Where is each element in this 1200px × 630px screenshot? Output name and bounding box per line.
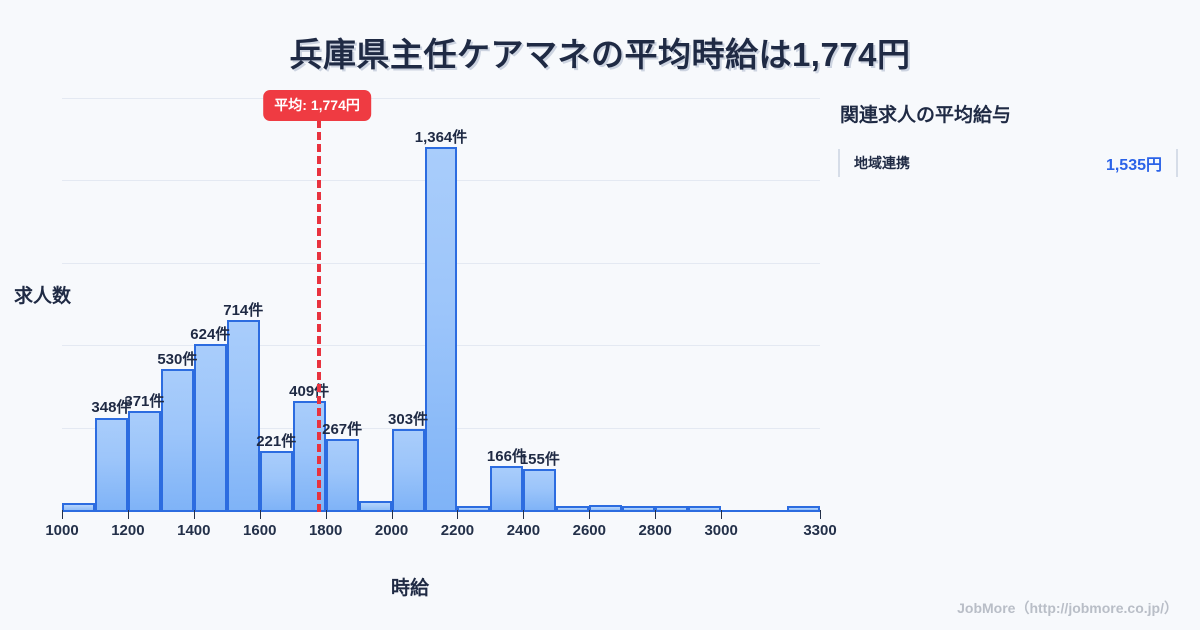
x-axis-tick [325,510,327,519]
bar-value-label: 166件 [486,447,527,465]
x-axis-tick [721,510,723,519]
x-axis-tick [820,510,821,519]
x-axis-tick [127,510,129,519]
x-axis-tick-label: 1000 [45,522,79,539]
x-axis-tick-label: 1400 [177,522,211,539]
histogram-bar [490,465,524,510]
x-axis-tick [62,510,63,519]
bar-value-label: 221件 [256,433,297,451]
bar-value-label: 1,364件 [414,129,468,147]
histogram-bar [193,344,227,510]
x-axis-tick-label: 1600 [243,522,277,539]
histogram-bar [655,506,689,510]
source-attribution: JobMore（http://jobmore.co.jp/） [957,600,1178,616]
histogram-bar [589,504,623,510]
x-axis-baseline [62,510,820,512]
histogram-bar [325,439,359,510]
x-axis-label: 時給 [390,578,429,599]
x-axis-tick [457,510,459,519]
x-axis-tick-label: 3300 [803,522,837,539]
related-salary-row-label: 地域連携 [854,155,910,171]
related-salary-rows: 地域連携 1,535円 [838,149,1178,177]
related-salary-row: 地域連携 1,535円 [838,149,1178,177]
bar-value-label: 409件 [289,383,330,401]
x-axis-tick-label: 2000 [374,522,409,539]
histogram-bar [457,506,491,510]
average-line [317,120,322,512]
x-axis-tick-label: 1800 [308,522,343,539]
bar-value-label: 348件 [91,399,132,417]
histogram-bar [259,451,293,510]
histogram-bar [358,501,392,510]
histogram-bar [62,503,95,510]
bar-value-label: 714件 [223,302,264,320]
page-title: 兵庫県主任ケアマネの平均時給は1,774円 [289,36,911,73]
histogram-bar [622,506,656,510]
x-axis-tick [589,510,591,519]
histogram-chart: 求人数 348件 371件 530件 624件 714件 221件 409件 267件 303件… [0,88,837,599]
x-axis-tick-label: 2600 [572,522,606,539]
related-salary-panel: 関連求人の平均給与 地域連携 1,535円 [838,100,1178,177]
bar-value-label: 624件 [190,326,231,344]
x-axis-tick-label: 1200 [111,522,145,539]
related-salary-row-value: 1,535円 [1105,157,1162,174]
histogram-bar [94,417,128,510]
x-axis-tick-label: 3000 [704,522,738,539]
gridline [62,98,820,99]
histogram-bar [523,468,557,510]
plot-area: 348件 371件 530件 624件 714件 221件 409件 267件 303件 1,36… [45,90,837,539]
histogram-bar [688,506,722,510]
bar-value-label: 303件 [388,411,429,429]
x-axis-tick-label: 2800 [638,522,672,539]
bar-value-label: 371件 [124,393,165,411]
histogram-bar [424,147,458,510]
x-axis-tick [523,510,525,519]
x-axis-tick [193,510,195,519]
bar-value-label: 267件 [322,421,363,439]
histogram-bar [127,411,161,510]
related-salary-heading: 関連求人の平均給与 [840,105,1012,126]
x-axis-tick-label: 2400 [506,522,541,539]
x-axis-tick-label: 2200 [440,522,475,539]
x-axis-tick [655,510,657,519]
histogram-bar [556,506,590,510]
y-axis-label: 求人数 [14,286,72,307]
histogram-bar [226,320,260,510]
histogram-bar [787,506,820,510]
x-axis-tick [391,510,393,519]
bar-value-label: 155件 [519,450,560,468]
histogram-bar [391,429,425,510]
x-axis-tick [259,510,261,519]
histogram-bar [160,369,194,510]
average-badge: 平均: 1,774円 [263,90,371,121]
bar-value-label: 530件 [157,351,198,369]
